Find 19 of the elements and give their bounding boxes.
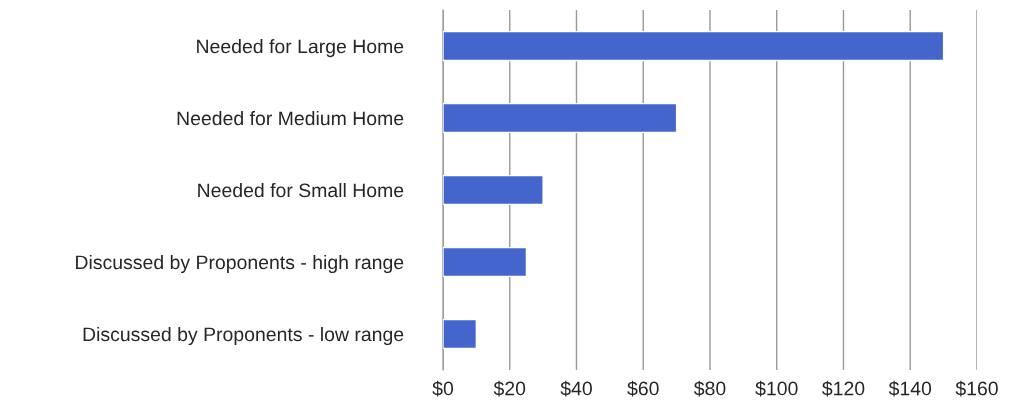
x-tick-label: $120	[822, 380, 865, 397]
bar	[442, 246, 528, 278]
y-tick-label: Discussed by Proponents - low range	[83, 326, 404, 346]
bar	[442, 30, 945, 62]
x-tick-label: $140	[888, 380, 932, 397]
y-tick-label: Needed for Large Home	[197, 39, 404, 58]
bar	[442, 318, 478, 350]
y-tick-label: Needed for Small Home	[198, 182, 404, 198]
x-tick-label: $0	[432, 380, 454, 397]
x-tick-label: $60	[627, 380, 659, 397]
bar	[442, 174, 544, 206]
x-tick-label: $40	[560, 380, 592, 397]
x-tick-label: $20	[493, 380, 526, 397]
x-tick-label: $80	[693, 380, 726, 397]
x-tick-label: $100	[755, 380, 798, 397]
y-tick-label: Needed for Medium Home	[177, 110, 404, 126]
bar	[442, 102, 678, 134]
x-tick-label: $160	[955, 380, 998, 397]
y-tick-label: Discussed by Proponents - high range	[76, 254, 404, 274]
